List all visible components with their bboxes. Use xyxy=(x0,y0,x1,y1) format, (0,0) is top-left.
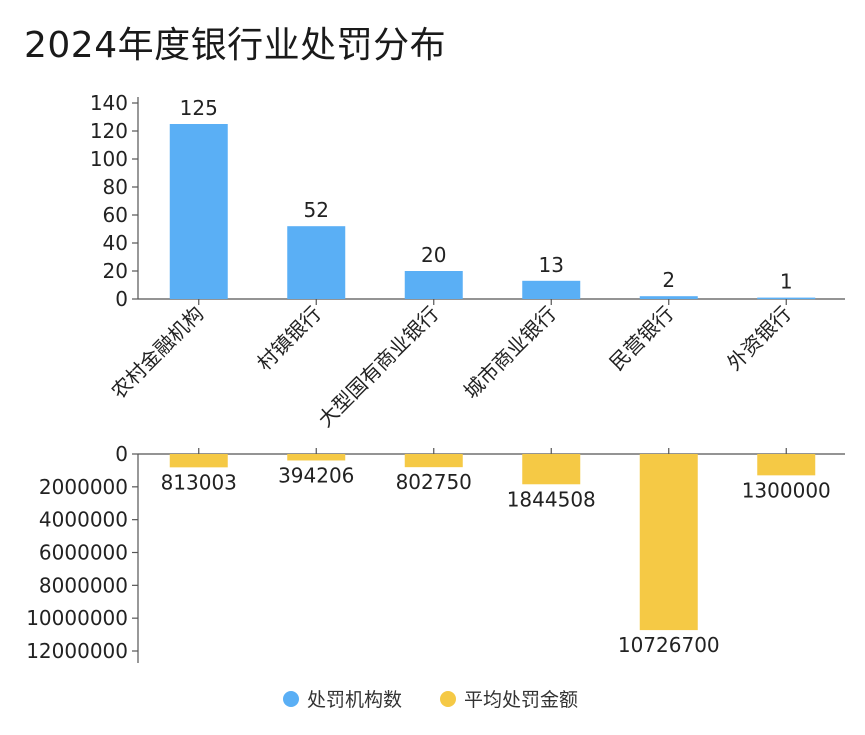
top-y-tick-label: 40 xyxy=(103,231,128,255)
bar-大型国有商业银行-处罚机构数 xyxy=(404,271,463,299)
bottom-y-tick-label: 0 xyxy=(115,442,128,466)
bar-外资银行-处罚机构数 xyxy=(757,297,816,300)
bar-大型国有商业银行-平均处罚金额 xyxy=(404,454,463,468)
legend-marker-处罚机构数 xyxy=(283,691,299,707)
bottom-y-tick-label: 6000000 xyxy=(39,541,128,565)
top-y-tick-label: 100 xyxy=(90,147,128,171)
top-y-tick-label: 120 xyxy=(90,119,128,143)
top-y-tick-label: 80 xyxy=(103,175,128,199)
bar-data-label: 1300000 xyxy=(742,478,831,502)
top-y-tick-label: 20 xyxy=(103,259,128,283)
bar-data-label: 10726700 xyxy=(618,633,720,657)
bar-外资银行-平均处罚金额 xyxy=(757,454,816,476)
bar-民营银行-处罚机构数 xyxy=(639,296,698,299)
top-y-tick-label: 140 xyxy=(90,91,128,115)
top-y-tick-label: 60 xyxy=(103,203,128,227)
bar-data-label: 802750 xyxy=(396,470,472,494)
bar-民营银行-平均处罚金额 xyxy=(639,454,698,631)
x-category-label: 村镇银行 xyxy=(252,302,326,376)
bottom-y-tick-label: 8000000 xyxy=(39,573,128,597)
bar-data-label: 2 xyxy=(662,268,675,292)
bar-农村金融机构-处罚机构数 xyxy=(169,124,228,299)
legend-label: 处罚机构数 xyxy=(307,689,402,711)
bar-城市商业银行-处罚机构数 xyxy=(522,280,581,299)
x-category-label: 民营银行 xyxy=(605,302,679,376)
bottom-y-tick-label: 10000000 xyxy=(26,606,128,630)
x-category-label: 农村金融机构 xyxy=(106,302,208,404)
bar-data-label: 394206 xyxy=(278,463,354,487)
bar-data-label: 13 xyxy=(539,253,564,277)
bar-data-label: 52 xyxy=(304,198,329,222)
bar-data-label: 813003 xyxy=(161,470,237,494)
x-category-label: 大型国有商业银行 xyxy=(313,302,443,432)
top-y-tick-label: 0 xyxy=(115,287,128,311)
bar-data-label: 20 xyxy=(421,243,446,267)
x-category-label: 城市商业银行 xyxy=(459,302,561,404)
legend-marker-平均处罚金额 xyxy=(440,691,456,707)
bar-农村金融机构-平均处罚金额 xyxy=(169,454,228,468)
bar-data-label: 1 xyxy=(780,270,793,294)
legend-label: 平均处罚金额 xyxy=(464,689,578,711)
bar-data-label: 125 xyxy=(180,96,218,120)
chart-title: 2024年度银行业处罚分布 xyxy=(24,25,447,66)
bottom-y-tick-label: 2000000 xyxy=(39,475,128,499)
bar-村镇银行-处罚机构数 xyxy=(287,226,346,299)
x-category-label: 外资银行 xyxy=(722,302,796,376)
bottom-y-tick-label: 12000000 xyxy=(26,639,128,663)
bar-城市商业银行-平均处罚金额 xyxy=(522,454,581,485)
bottom-y-tick-label: 4000000 xyxy=(39,508,128,532)
bar-村镇银行-平均处罚金额 xyxy=(287,454,346,461)
bar-data-label: 1844508 xyxy=(507,487,596,511)
